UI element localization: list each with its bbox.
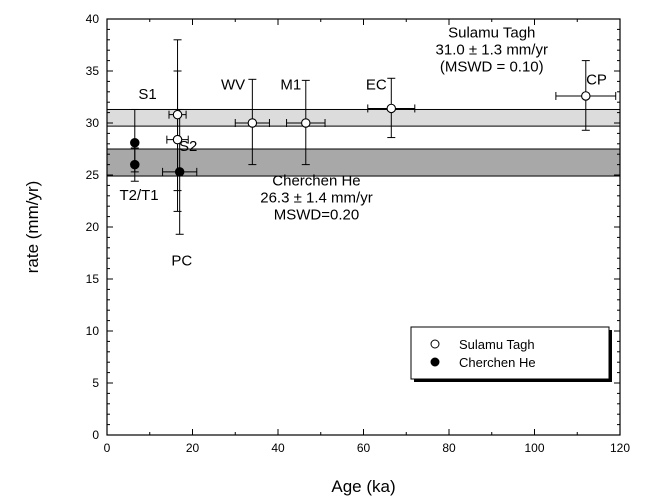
point-label: S2	[179, 138, 197, 155]
band-sulamu-tagh	[106, 108, 621, 127]
y-tick-label: 15	[86, 272, 100, 286]
legend-marker	[430, 357, 440, 367]
point-label: EC	[366, 77, 387, 94]
data-point-sulamu-tagh	[581, 91, 591, 101]
point-label: M1	[280, 77, 301, 94]
x-tick-label: 100	[524, 441, 544, 455]
y-tick-label: 30	[86, 116, 100, 130]
data-point-sulamu-tagh	[247, 118, 258, 128]
point-labels: S1 S2 WV M1 EC CP T2/T1 PC	[119, 72, 606, 270]
annotation-line: MSWD=0.20	[274, 206, 359, 223]
y-tick-label: 20	[86, 220, 100, 234]
y-axis-title: rate (mm/yr)	[23, 181, 42, 274]
annotation-line: 26.3 ± 1.4 mm/yr	[260, 189, 372, 206]
y-tick-label: 10	[86, 324, 100, 338]
y-tick-label: 35	[86, 64, 100, 78]
y-tick-label: 25	[86, 168, 100, 182]
annotation-line: Cherchen He	[272, 172, 360, 189]
legend-label: Cherchen He	[459, 355, 536, 370]
point-label: T2/T1	[119, 187, 158, 204]
data-point-sulamu-tagh	[301, 118, 311, 128]
axis-ticks: 0 20 40 60 80 100 120 0 5 10 15 20 25 30 35 40	[86, 12, 631, 455]
x-tick-label: 0	[104, 441, 111, 455]
legend-marker	[430, 339, 440, 349]
data-points	[130, 91, 591, 177]
y-tick-label: 40	[86, 12, 100, 26]
x-tick-label: 120	[610, 441, 630, 455]
legend-box	[410, 326, 610, 380]
point-label: PC	[171, 252, 192, 269]
y-tick-label: 0	[92, 428, 99, 442]
annotation-line: (MSWD = 0.10)	[440, 59, 544, 76]
data-point-cherchen-he	[130, 159, 140, 170]
annotation-line: 31.0 ± 1.3 mm/yr	[436, 42, 548, 59]
point-label: WV	[221, 77, 245, 94]
point-label: CP	[586, 72, 607, 89]
legend-label: Sulamu Tagh	[459, 337, 535, 352]
data-point-cherchen-he	[130, 138, 140, 148]
annotation-line: Sulamu Tagh	[448, 25, 535, 42]
x-tick-label: 60	[357, 441, 371, 455]
data-point-sulamu-tagh	[386, 103, 397, 114]
y-tick-label: 5	[92, 376, 99, 390]
legend: Sulamu Tagh Cherchen He	[410, 326, 612, 382]
point-label: S1	[138, 86, 156, 103]
data-point-sulamu-tagh	[172, 134, 183, 145]
data-point-cherchen-he	[174, 167, 185, 177]
x-tick-label: 20	[186, 441, 200, 455]
x-axis-title: Age (ka)	[331, 477, 395, 496]
data-point-sulamu-tagh	[172, 109, 183, 120]
x-tick-label: 40	[271, 441, 285, 455]
x-tick-label: 80	[442, 441, 456, 455]
